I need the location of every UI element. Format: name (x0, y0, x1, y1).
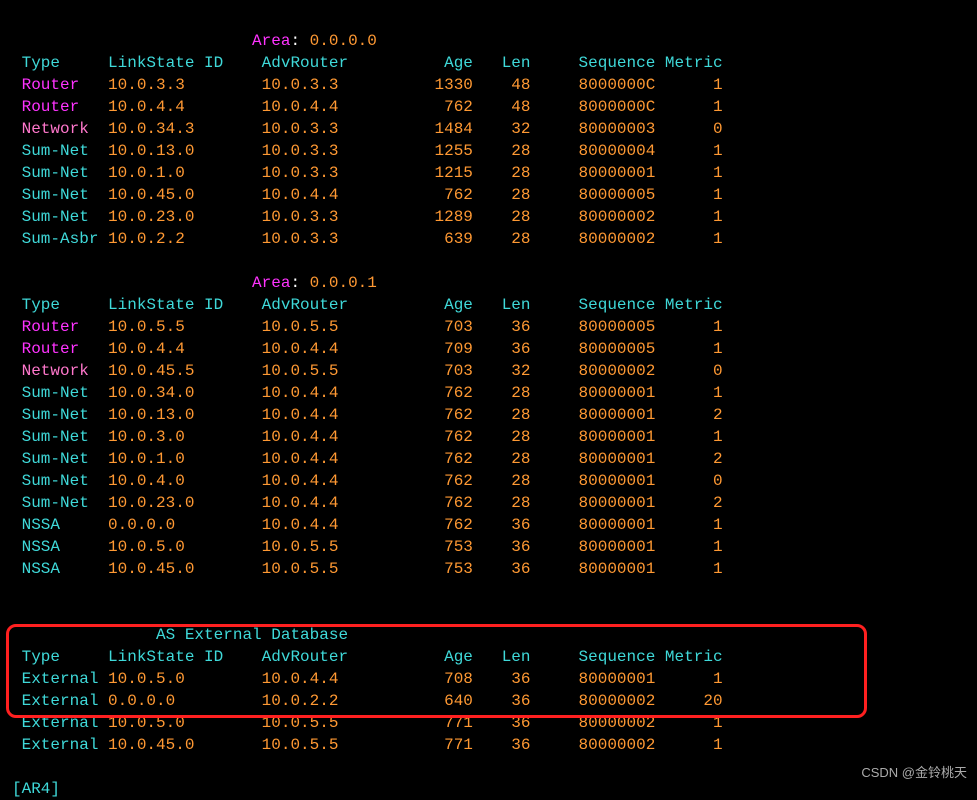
blank-line (12, 756, 965, 778)
lsdb-row: Sum-Net 10.0.3.0 10.0.4.4 762 28 8000000… (12, 426, 965, 448)
external-row: External 0.0.0.0 10.0.2.2 640 36 8000000… (12, 690, 965, 712)
lsdb-row: Network 10.0.45.5 10.0.5.5 703 32 800000… (12, 360, 965, 382)
lsdb-row: Sum-Net 10.0.45.0 10.0.4.4 762 28 800000… (12, 184, 965, 206)
lsdb-row: Sum-Net 10.0.13.0 10.0.3.3 1255 28 80000… (12, 140, 965, 162)
external-row: External 10.0.45.0 10.0.5.5 771 36 80000… (12, 734, 965, 756)
terminal-output: Area: 0.0.0.0 Type LinkState ID AdvRoute… (12, 8, 965, 800)
lsdb-row: Sum-Net 10.0.34.0 10.0.4.4 762 28 800000… (12, 382, 965, 404)
lsdb-row: Router 10.0.4.4 10.0.4.4 709 36 80000005… (12, 338, 965, 360)
lsdb-row: NSSA 10.0.45.0 10.0.5.5 753 36 80000001 … (12, 558, 965, 580)
column-header: Type LinkState ID AdvRouter Age Len Sequ… (12, 294, 965, 316)
lsdb-row: Sum-Net 10.0.23.0 10.0.4.4 762 28 800000… (12, 492, 965, 514)
lsdb-row: Network 10.0.34.3 10.0.3.3 1484 32 80000… (12, 118, 965, 140)
blank-line (12, 580, 965, 602)
external-row: External 10.0.5.0 10.0.4.4 708 36 800000… (12, 668, 965, 690)
lsdb-row: Sum-Net 10.0.4.0 10.0.4.4 762 28 8000000… (12, 470, 965, 492)
lsdb-row: Router 10.0.5.5 10.0.5.5 703 36 80000005… (12, 316, 965, 338)
lsdb-row: Sum-Asbr 10.0.2.2 10.0.3.3 639 28 800000… (12, 228, 965, 250)
external-db-title: AS External Database (12, 624, 965, 646)
lsdb-row: Sum-Net 10.0.13.0 10.0.4.4 762 28 800000… (12, 404, 965, 426)
blank-line (12, 250, 965, 272)
lsdb-row: Sum-Net 10.0.1.0 10.0.3.3 1215 28 800000… (12, 162, 965, 184)
lsdb-row: NSSA 0.0.0.0 10.0.4.4 762 36 80000001 1 (12, 514, 965, 536)
area-header: Area: 0.0.0.0 (12, 30, 965, 52)
cli-prompt[interactable]: [AR4] (12, 778, 965, 800)
blank-line (12, 8, 965, 30)
lsdb-row: Router 10.0.4.4 10.0.4.4 762 48 8000000C… (12, 96, 965, 118)
area-header: Area: 0.0.0.1 (12, 272, 965, 294)
lsdb-row: Sum-Net 10.0.1.0 10.0.4.4 762 28 8000000… (12, 448, 965, 470)
external-row: External 10.0.5.0 10.0.5.5 771 36 800000… (12, 712, 965, 734)
column-header: Type LinkState ID AdvRouter Age Len Sequ… (12, 52, 965, 74)
lsdb-row: NSSA 10.0.5.0 10.0.5.5 753 36 80000001 1 (12, 536, 965, 558)
watermark-text: CSDN @金铃桃天 (861, 762, 967, 784)
blank-line (12, 602, 965, 624)
lsdb-row: Router 10.0.3.3 10.0.3.3 1330 48 8000000… (12, 74, 965, 96)
column-header: Type LinkState ID AdvRouter Age Len Sequ… (12, 646, 965, 668)
lsdb-row: Sum-Net 10.0.23.0 10.0.3.3 1289 28 80000… (12, 206, 965, 228)
